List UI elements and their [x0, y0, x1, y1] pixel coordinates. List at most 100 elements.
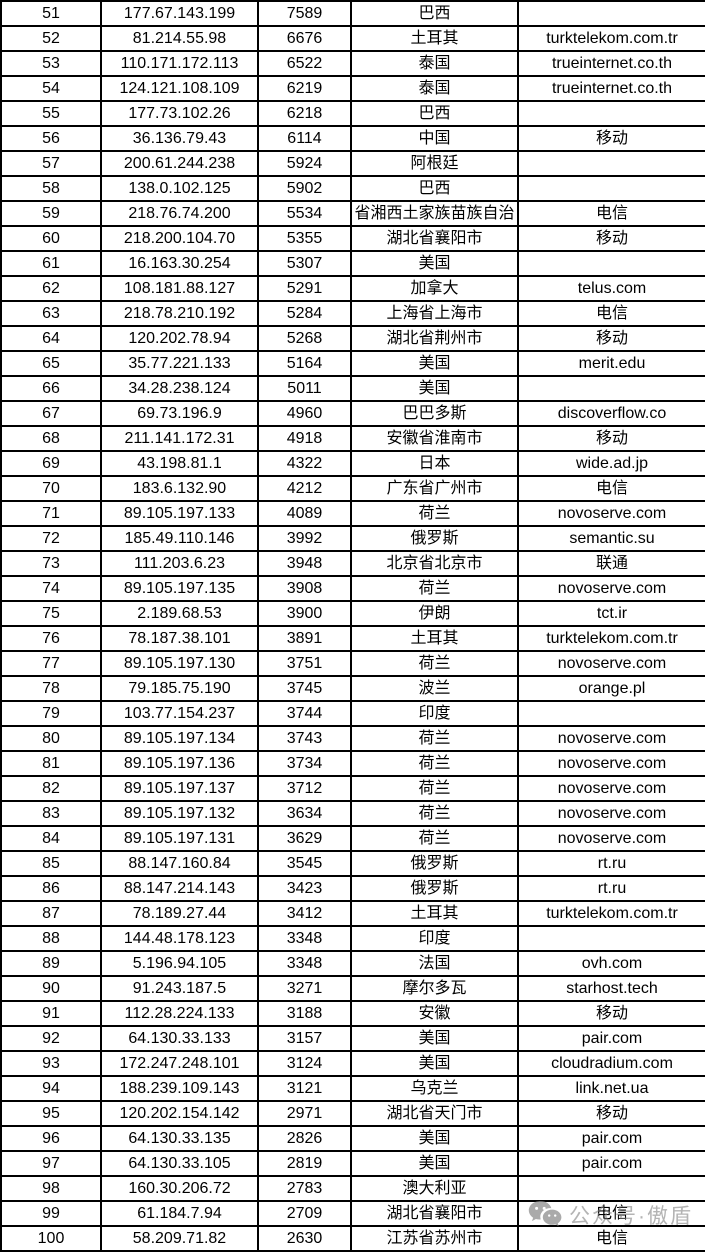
cell-count: 2826 — [257, 1125, 352, 1152]
cell-count: 3712 — [257, 775, 352, 802]
cell-region: 湖北省襄阳市 — [350, 1200, 519, 1227]
table-row: 82 89.105.197.137 3712 荷兰 novoserve.com — [0, 775, 705, 802]
cell-operator-or-domain: novoserve.com — [517, 725, 705, 752]
cell-ip-address: 35.77.221.133 — [100, 350, 259, 377]
cell-count: 3157 — [257, 1025, 352, 1052]
cell-operator-or-domain: turktelekom.com.tr — [517, 25, 705, 52]
cell-count: 3545 — [257, 850, 352, 877]
table-row: 75 2.189.68.53 3900 伊朗 tct.ir — [0, 600, 705, 627]
cell-count: 3121 — [257, 1075, 352, 1102]
cell-count: 3891 — [257, 625, 352, 652]
cell-operator-or-domain: wide.ad.jp — [517, 450, 705, 477]
cell-ip-address: 112.28.224.133 — [100, 1000, 259, 1027]
cell-rank: 65 — [0, 350, 102, 377]
cell-count: 6676 — [257, 25, 352, 52]
table-row: 87 78.189.27.44 3412 土耳其 turktelekom.com.tr — [0, 900, 705, 927]
cell-count: 2819 — [257, 1150, 352, 1177]
cell-rank: 52 — [0, 25, 102, 52]
table-row: 90 91.243.187.5 3271 摩尔多瓦 starhost.tech — [0, 975, 705, 1002]
cell-count: 3412 — [257, 900, 352, 927]
cell-operator-or-domain: ovh.com — [517, 950, 705, 977]
cell-operator-or-domain: 电信 — [517, 475, 705, 502]
cell-operator-or-domain: 移动 — [517, 325, 705, 352]
cell-region: 湖北省荆州市 — [350, 325, 519, 352]
cell-ip-address: 36.136.79.43 — [100, 125, 259, 152]
cell-ip-address: 34.28.238.124 — [100, 375, 259, 402]
cell-region: 美国 — [350, 1025, 519, 1052]
table-row: 83 89.105.197.132 3634 荷兰 novoserve.com — [0, 800, 705, 827]
cell-region: 俄罗斯 — [350, 525, 519, 552]
cell-count: 5307 — [257, 250, 352, 277]
cell-count: 5924 — [257, 150, 352, 177]
cell-rank: 70 — [0, 475, 102, 502]
cell-rank: 57 — [0, 150, 102, 177]
cell-operator-or-domain: 电信 — [517, 1200, 705, 1227]
cell-rank: 64 — [0, 325, 102, 352]
cell-ip-address: 188.239.109.143 — [100, 1075, 259, 1102]
cell-operator-or-domain: 移动 — [517, 225, 705, 252]
cell-count: 3900 — [257, 600, 352, 627]
cell-count: 5268 — [257, 325, 352, 352]
cell-rank: 99 — [0, 1200, 102, 1227]
cell-region: 荷兰 — [350, 750, 519, 777]
table-row: 64 120.202.78.94 5268 湖北省荆州市 移动 — [0, 325, 705, 352]
cell-operator-or-domain: pair.com — [517, 1125, 705, 1152]
cell-count: 3734 — [257, 750, 352, 777]
cell-region: 土耳其 — [350, 625, 519, 652]
cell-count: 5164 — [257, 350, 352, 377]
cell-operator-or-domain — [517, 375, 705, 402]
table-row: 85 88.147.160.84 3545 俄罗斯 rt.ru — [0, 850, 705, 877]
cell-operator-or-domain — [517, 175, 705, 202]
table-row: 65 35.77.221.133 5164 美国 merit.edu — [0, 350, 705, 377]
cell-region: 泰国 — [350, 50, 519, 77]
cell-region: 荷兰 — [350, 800, 519, 827]
table-row: 63 218.78.210.192 5284 上海省上海市 电信 — [0, 300, 705, 327]
table-row: 74 89.105.197.135 3908 荷兰 novoserve.com — [0, 575, 705, 602]
cell-region: 广东省广州市 — [350, 475, 519, 502]
cell-ip-address: 88.147.160.84 — [100, 850, 259, 877]
cell-count: 2630 — [257, 1225, 352, 1252]
cell-count: 2971 — [257, 1100, 352, 1127]
cell-count: 3743 — [257, 725, 352, 752]
cell-ip-address: 58.209.71.82 — [100, 1225, 259, 1252]
cell-count: 3908 — [257, 575, 352, 602]
table-row: 89 5.196.94.105 3348 法国 ovh.com — [0, 950, 705, 977]
cell-region: 荷兰 — [350, 575, 519, 602]
cell-rank: 53 — [0, 50, 102, 77]
table-row: 80 89.105.197.134 3743 荷兰 novoserve.com — [0, 725, 705, 752]
cell-region: 摩尔多瓦 — [350, 975, 519, 1002]
cell-ip-address: 138.0.102.125 — [100, 175, 259, 202]
cell-ip-address: 91.243.187.5 — [100, 975, 259, 1002]
cell-rank: 59 — [0, 200, 102, 227]
cell-ip-address: 64.130.33.105 — [100, 1150, 259, 1177]
cell-rank: 96 — [0, 1125, 102, 1152]
table-row: 60 218.200.104.70 5355 湖北省襄阳市 移动 — [0, 225, 705, 252]
cell-region: 安徽 — [350, 1000, 519, 1027]
cell-count: 6114 — [257, 125, 352, 152]
cell-ip-address: 211.141.172.31 — [100, 425, 259, 452]
cell-region: 美国 — [350, 1050, 519, 1077]
cell-operator-or-domain — [517, 925, 705, 952]
cell-region: 江苏省苏州市 — [350, 1225, 519, 1252]
cell-region: 印度 — [350, 700, 519, 727]
cell-region: 日本 — [350, 450, 519, 477]
table-row: 57 200.61.244.238 5924 阿根廷 — [0, 150, 705, 177]
table-row: 54 124.121.108.109 6219 泰国 trueinternet.co.t… — [0, 75, 705, 102]
table-row: 78 79.185.75.190 3745 波兰 orange.pl — [0, 675, 705, 702]
cell-count: 3124 — [257, 1050, 352, 1077]
cell-ip-address: 185.49.110.146 — [100, 525, 259, 552]
cell-operator-or-domain: novoserve.com — [517, 575, 705, 602]
cell-region: 上海省上海市 — [350, 300, 519, 327]
cell-operator-or-domain: 电信 — [517, 1225, 705, 1252]
cell-ip-address: 89.105.197.137 — [100, 775, 259, 802]
cell-ip-address: 177.73.102.26 — [100, 100, 259, 127]
cell-ip-address: 89.105.197.135 — [100, 575, 259, 602]
cell-rank: 80 — [0, 725, 102, 752]
cell-region: 波兰 — [350, 675, 519, 702]
cell-ip-address: 89.105.197.136 — [100, 750, 259, 777]
cell-rank: 82 — [0, 775, 102, 802]
table-row: 97 64.130.33.105 2819 美国 pair.com — [0, 1150, 705, 1177]
cell-count: 6218 — [257, 100, 352, 127]
cell-operator-or-domain: trueinternet.co.th — [517, 75, 705, 102]
